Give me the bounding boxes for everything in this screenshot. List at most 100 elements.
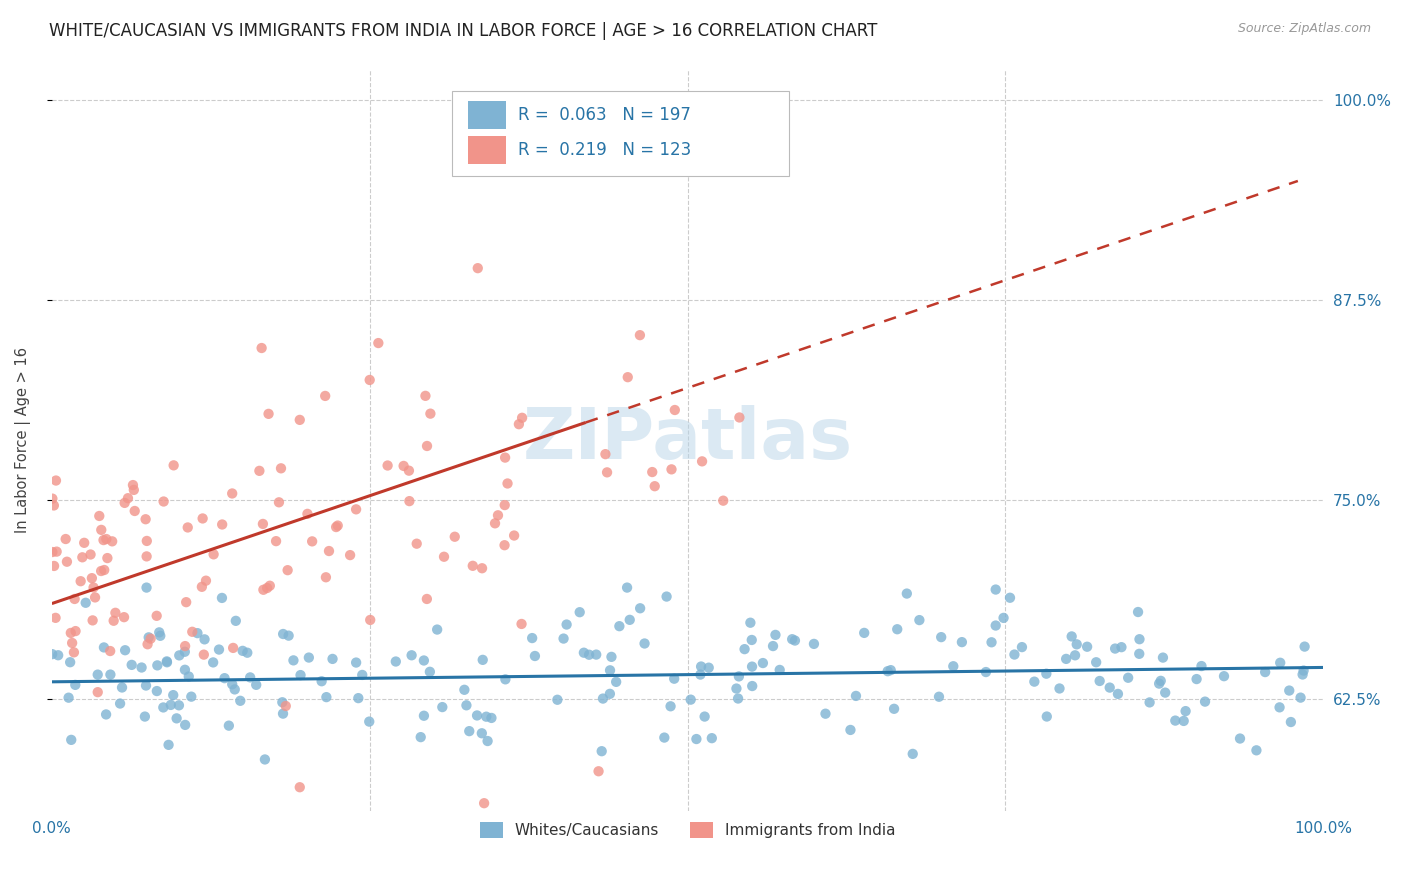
Point: [998, 591, 1021, 605]
Point: [592, 691, 614, 706]
Point: [352, 668, 374, 682]
Point: [609, 619, 631, 633]
Point: [131, 660, 153, 674]
Point: [166, 711, 188, 725]
Point: [277, 629, 299, 643]
Point: [1064, 648, 1087, 663]
Point: [60, 636, 83, 650]
Point: [253, 752, 276, 766]
Point: [60, 732, 83, 747]
Point: [173, 645, 195, 659]
Point: [741, 659, 763, 673]
Point: [412, 653, 434, 667]
Point: [1128, 632, 1150, 647]
Point: [690, 659, 713, 673]
Point: [1076, 640, 1098, 654]
Point: [465, 708, 488, 723]
Point: [63, 645, 86, 659]
Point: [928, 690, 950, 704]
Point: [377, 458, 399, 473]
Point: [42, 499, 65, 513]
Point: [339, 548, 361, 562]
Point: [974, 665, 997, 679]
Point: [1191, 659, 1213, 673]
Point: [461, 558, 484, 573]
Point: [359, 714, 381, 729]
Point: [908, 613, 931, 627]
Point: [1270, 656, 1292, 670]
Point: [271, 706, 294, 721]
Point: [84, 591, 107, 605]
Point: [288, 780, 311, 795]
Point: [839, 723, 862, 737]
Point: [96, 551, 118, 566]
Point: [409, 730, 432, 744]
Point: [494, 538, 516, 552]
Point: [314, 389, 336, 403]
Point: [1011, 640, 1033, 654]
Point: [42, 558, 65, 573]
Point: [208, 642, 231, 657]
Point: [156, 655, 179, 669]
Point: [652, 731, 675, 745]
Point: [1024, 674, 1046, 689]
Point: [484, 516, 506, 531]
Point: [177, 669, 200, 683]
Point: [1164, 714, 1187, 728]
Point: [475, 709, 498, 723]
Point: [288, 413, 311, 427]
Point: [367, 336, 389, 351]
Point: [149, 629, 172, 643]
Point: [1035, 666, 1057, 681]
Point: [741, 679, 763, 693]
Point: [89, 508, 111, 523]
Point: [232, 644, 254, 658]
Point: [740, 615, 762, 630]
Point: [1104, 641, 1126, 656]
Point: [65, 624, 87, 638]
Point: [221, 677, 243, 691]
Point: [508, 417, 530, 432]
Point: [174, 663, 197, 677]
Point: [1128, 647, 1150, 661]
Point: [157, 738, 180, 752]
Point: [1036, 709, 1059, 723]
Point: [628, 328, 651, 343]
Point: [191, 580, 214, 594]
Point: [174, 639, 197, 653]
Point: [167, 648, 190, 663]
Point: [803, 637, 825, 651]
Point: [174, 595, 197, 609]
Point: [520, 631, 543, 645]
Point: [152, 700, 174, 714]
Point: [585, 648, 607, 662]
Point: [1152, 650, 1174, 665]
Point: [769, 663, 792, 677]
Point: [1173, 714, 1195, 728]
Point: [136, 637, 159, 651]
Point: [741, 632, 763, 647]
Point: [628, 601, 651, 615]
Point: [139, 632, 162, 646]
Point: [63, 591, 86, 606]
Point: [984, 582, 1007, 597]
Point: [191, 511, 214, 525]
Point: [344, 502, 367, 516]
Point: [664, 672, 686, 686]
Point: [605, 674, 627, 689]
Point: [880, 663, 903, 677]
Point: [510, 617, 533, 632]
Point: [1291, 667, 1313, 681]
Point: [546, 692, 568, 706]
Point: [853, 626, 876, 640]
Point: [599, 687, 621, 701]
Point: [523, 648, 546, 663]
Point: [297, 507, 319, 521]
Point: [1116, 671, 1139, 685]
Point: [267, 495, 290, 509]
Point: [135, 512, 157, 526]
Point: [659, 699, 682, 714]
Point: [896, 586, 918, 600]
Point: [359, 613, 381, 627]
Point: [496, 476, 519, 491]
